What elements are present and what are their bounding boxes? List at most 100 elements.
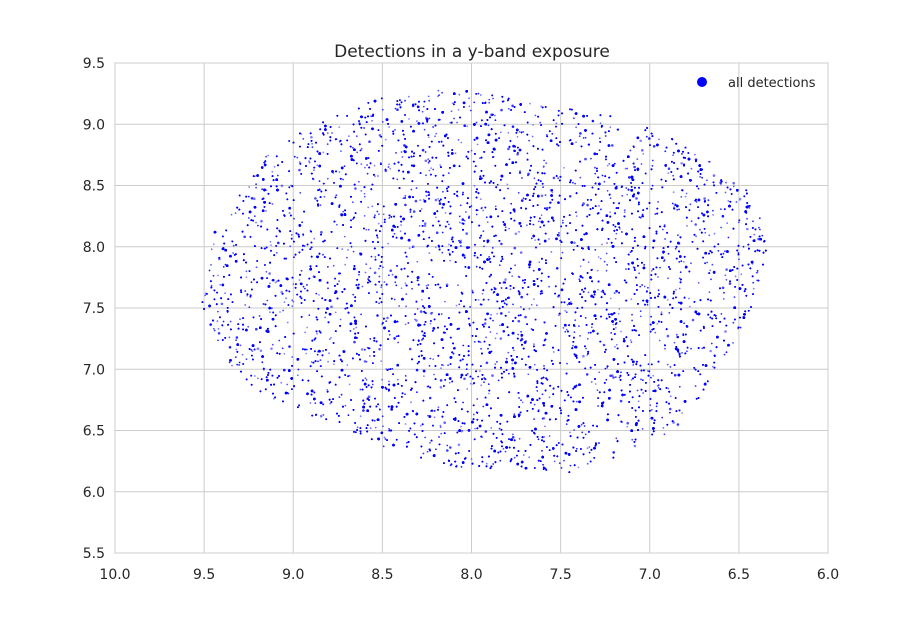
data-point	[263, 161, 266, 164]
data-point	[474, 165, 477, 168]
data-point	[331, 170, 334, 173]
data-point	[678, 353, 681, 356]
data-point	[388, 217, 391, 219]
data-point	[458, 215, 461, 218]
data-point	[613, 292, 616, 294]
data-point	[703, 228, 706, 230]
data-point	[473, 341, 476, 343]
data-point	[532, 269, 535, 272]
data-point	[288, 140, 291, 142]
data-point	[283, 301, 286, 303]
data-point	[465, 374, 468, 377]
data-point	[646, 290, 648, 293]
data-point	[483, 340, 486, 343]
data-point	[466, 373, 469, 375]
data-point	[488, 101, 491, 104]
data-point	[630, 298, 633, 301]
data-point	[564, 451, 568, 455]
data-point	[468, 97, 470, 100]
data-point	[465, 368, 468, 371]
data-point	[349, 330, 352, 332]
data-point	[673, 290, 675, 293]
data-point	[506, 420, 509, 423]
data-point	[664, 150, 667, 153]
data-point	[391, 367, 394, 370]
data-point	[415, 187, 418, 190]
data-point	[288, 290, 291, 293]
data-point	[657, 306, 660, 308]
data-point	[453, 117, 455, 120]
data-point	[496, 361, 498, 363]
data-point	[432, 168, 435, 171]
data-point	[463, 124, 467, 127]
data-point	[711, 263, 714, 266]
data-point	[725, 181, 727, 184]
data-point	[324, 316, 326, 319]
data-point	[569, 108, 571, 111]
data-point	[678, 353, 681, 356]
data-point	[466, 388, 469, 390]
data-point	[298, 404, 300, 407]
data-point	[732, 181, 735, 185]
data-point	[604, 135, 607, 137]
data-point	[603, 260, 606, 263]
data-point	[395, 335, 398, 338]
data-point	[533, 298, 535, 300]
data-point	[678, 208, 680, 211]
data-point	[416, 120, 418, 122]
data-point	[228, 346, 232, 349]
data-point	[398, 305, 400, 307]
data-point	[526, 293, 529, 296]
data-point	[664, 164, 667, 167]
data-point	[271, 317, 275, 321]
data-point	[373, 419, 376, 422]
data-point	[355, 162, 358, 165]
data-point	[298, 168, 301, 172]
data-point	[228, 336, 231, 339]
data-point	[423, 100, 426, 103]
data-point	[373, 271, 377, 275]
data-point	[658, 138, 660, 141]
data-point	[621, 194, 624, 197]
data-point	[490, 427, 493, 429]
data-point	[598, 137, 601, 140]
data-point	[354, 300, 356, 302]
data-point	[401, 156, 404, 158]
data-point	[540, 105, 543, 108]
data-point	[271, 317, 275, 321]
data-point	[254, 327, 258, 331]
data-point	[562, 221, 564, 224]
data-point	[712, 174, 716, 177]
data-point	[587, 261, 590, 264]
data-point	[457, 139, 460, 141]
data-point	[522, 197, 525, 200]
data-point	[266, 277, 268, 279]
data-point	[239, 344, 242, 347]
data-point	[341, 248, 344, 251]
data-point	[612, 376, 615, 379]
data-point	[298, 404, 300, 407]
data-point	[313, 237, 316, 240]
data-point	[539, 180, 542, 183]
data-point	[558, 462, 561, 465]
data-point	[275, 235, 278, 238]
data-point	[212, 243, 215, 246]
data-point	[224, 292, 227, 295]
data-point	[501, 100, 504, 103]
data-point	[621, 231, 623, 233]
data-point	[609, 297, 612, 300]
data-point	[423, 224, 427, 227]
data-point	[530, 237, 533, 240]
data-point	[598, 205, 600, 207]
data-point	[352, 201, 354, 204]
data-point	[238, 364, 241, 366]
data-point	[302, 348, 304, 351]
data-point	[322, 403, 325, 406]
data-point	[438, 141, 440, 143]
data-point	[426, 450, 429, 453]
data-point	[280, 381, 283, 384]
data-point	[521, 177, 523, 179]
data-point	[348, 135, 350, 138]
data-point	[285, 257, 287, 260]
data-point	[596, 269, 599, 272]
